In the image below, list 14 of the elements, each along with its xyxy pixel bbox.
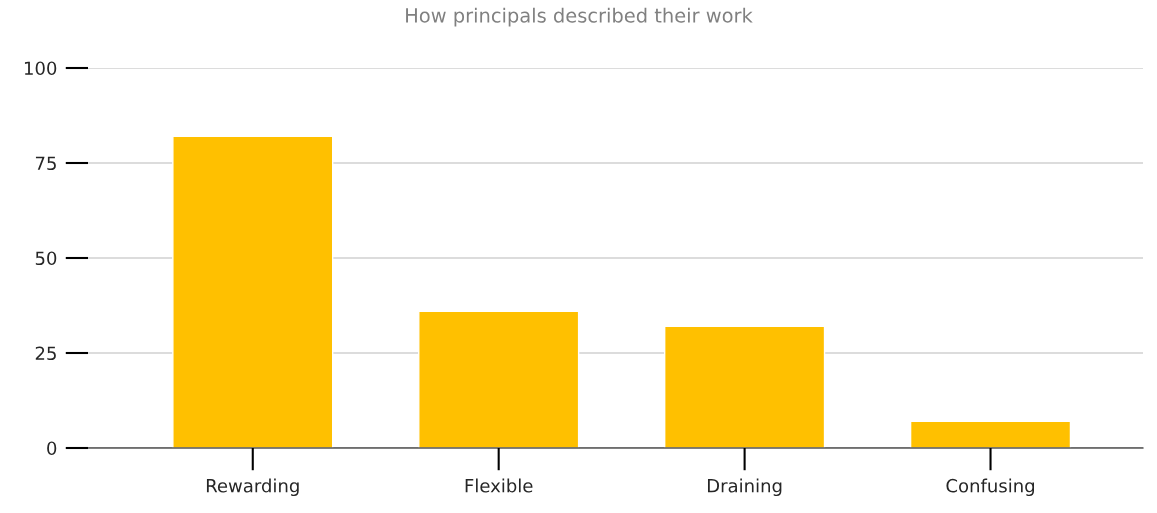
bar [663,325,826,448]
y-tick-label: 100 [24,61,57,76]
x-tick-label: Flexible [465,478,533,493]
bar [172,135,334,448]
bar [909,420,1072,448]
chart-title: How principals described their work [406,7,753,27]
x-tick-label: Rewarding [206,478,299,497]
x-tick-label: Confusing [946,478,1034,497]
y-tick-label: 0 [47,441,57,456]
y-tick-label: 75 [35,156,56,171]
bar [418,310,580,448]
y-tick-label: 25 [35,346,56,361]
y-tick-label: 50 [35,251,57,266]
x-tick-label: Draining [708,478,782,497]
